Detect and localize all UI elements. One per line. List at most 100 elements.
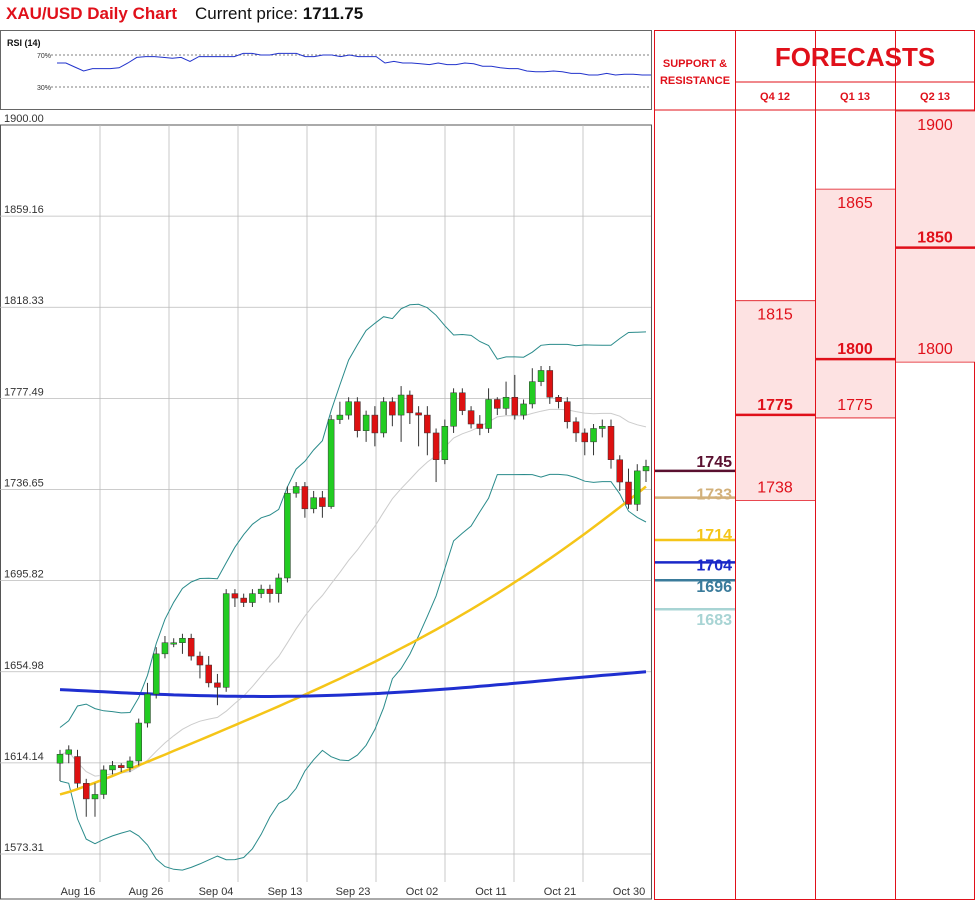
candle-down [546, 370, 554, 398]
chart-title-bar: XAU/USD Daily Chart Current price: 1711.7… [6, 4, 363, 24]
candle-up [100, 769, 107, 795]
candle-up [327, 419, 335, 507]
x-tick-label: Oct 11 [475, 886, 507, 898]
candle-down [74, 756, 81, 784]
current-price-label: Current price: [194, 4, 298, 23]
candle-up [179, 637, 186, 643]
y-tick-label: 1818.33 [4, 295, 44, 307]
x-tick-label: Aug 26 [129, 886, 164, 898]
price-frame [0, 124, 652, 900]
candle-up [520, 403, 527, 416]
candle-down [406, 394, 414, 414]
candle-up [362, 414, 370, 431]
candle-down [467, 410, 475, 425]
candle-up [642, 466, 650, 472]
rsi-chart: RSI (14) 70% 30% [7, 38, 651, 92]
candle-down [205, 664, 212, 684]
rsi-line [57, 52, 651, 76]
level-value: 1745 [696, 454, 732, 471]
forecast-low-value: 1775 [837, 397, 873, 414]
candle-up [397, 394, 405, 416]
candle-up [537, 370, 545, 382]
candle-down [564, 401, 571, 423]
level-value: 1714 [696, 527, 732, 544]
forecast-range-band [736, 300, 815, 501]
candle-up [161, 642, 169, 655]
forecasts-title: FORECASTS [775, 42, 935, 72]
y-tick-label: 1777.49 [4, 386, 44, 398]
forecast-range-band [816, 189, 895, 418]
forecast-table: SUPPORT & RESISTANCE FORECASTS Q4 12 1815 177… [654, 30, 975, 900]
forecast-panel: SUPPORT & RESISTANCE FORECASTS Q4 12 1815 177… [654, 30, 975, 900]
candle-down [389, 401, 396, 416]
forecast-high-value: 1815 [757, 307, 793, 324]
candle-up [222, 593, 230, 688]
candle-up [257, 588, 265, 594]
forecast-column-label: Q2 13 [920, 91, 950, 103]
forecast-mid-value: 1800 [837, 341, 873, 358]
candle-up [634, 470, 641, 505]
candle-up [485, 399, 492, 429]
current-price-value: 1711.75 [302, 4, 364, 23]
x-tick-label: Oct 02 [406, 886, 438, 898]
candle-up [441, 425, 449, 460]
y-tick-label: 1573.31 [4, 842, 44, 854]
candle-down [231, 593, 239, 599]
candle-up [529, 381, 536, 405]
candle-up [109, 765, 116, 771]
candle-down [581, 432, 589, 443]
price-chart-panel: 1900.00 1859.16 1818.33 1777.49 1736.65 1695.… [0, 113, 652, 900]
x-tick-label: Aug 16 [61, 886, 96, 898]
candle-up [310, 497, 317, 510]
bollinger-upper-line [59, 303, 647, 728]
forecast-high-value: 1865 [837, 195, 873, 212]
candle-down [476, 423, 484, 429]
candle-up [91, 794, 99, 800]
rsi-level-low-label: 30% [37, 85, 51, 92]
candle-down [371, 414, 379, 434]
candle-down [319, 497, 326, 507]
candle-up [590, 428, 597, 443]
candle-down [424, 414, 431, 434]
candle-up [450, 392, 457, 427]
candle-down [511, 396, 519, 416]
candle-down [459, 392, 466, 411]
candle-down [214, 682, 221, 688]
support-resistance-label: SUPPORT & [663, 58, 727, 70]
candle-down [415, 412, 422, 416]
candle-down [301, 486, 309, 510]
candle-down [187, 637, 195, 657]
x-tick-label: Sep 13 [268, 886, 303, 898]
candle-down [117, 765, 125, 768]
level-value: 1704 [696, 557, 732, 574]
price-chart: 1900.00 1859.16 1818.33 1777.49 1736.65 1695.… [0, 113, 652, 900]
candle-down [572, 421, 580, 434]
candle-up [249, 593, 256, 603]
y-tick-label: 1614.14 [4, 751, 44, 763]
forecast-low-value: 1800 [917, 341, 953, 358]
level-value: 1683 [696, 612, 732, 629]
candle-down [625, 481, 632, 505]
forecast-low-value: 1738 [757, 479, 793, 496]
rsi-level-high-label: 70% [37, 53, 51, 60]
candle-down [82, 783, 90, 800]
candle-up [336, 414, 344, 420]
forecast-column-label: Q1 13 [840, 91, 870, 103]
forecast-high-value: 1900 [917, 117, 953, 134]
level-value: 1733 [696, 487, 732, 504]
y-tick-label: 1859.16 [4, 204, 44, 216]
candle-down [616, 459, 624, 483]
candle-down [607, 425, 615, 460]
forecast-mid-value: 1850 [917, 230, 953, 247]
level-value: 1696 [696, 579, 732, 596]
candle-up [170, 642, 177, 645]
y-tick-label: 1654.98 [4, 660, 44, 672]
forecast-column-label: Q4 12 [760, 91, 790, 103]
candle-up [152, 653, 160, 695]
support-resistance-label: RESISTANCE [660, 75, 730, 87]
candle-down [266, 588, 274, 594]
x-tick-label: Oct 21 [544, 886, 576, 898]
x-tick-label: Oct 30 [613, 886, 645, 898]
y-tick-label: 1900.00 [4, 113, 44, 125]
candle-up [502, 396, 510, 409]
